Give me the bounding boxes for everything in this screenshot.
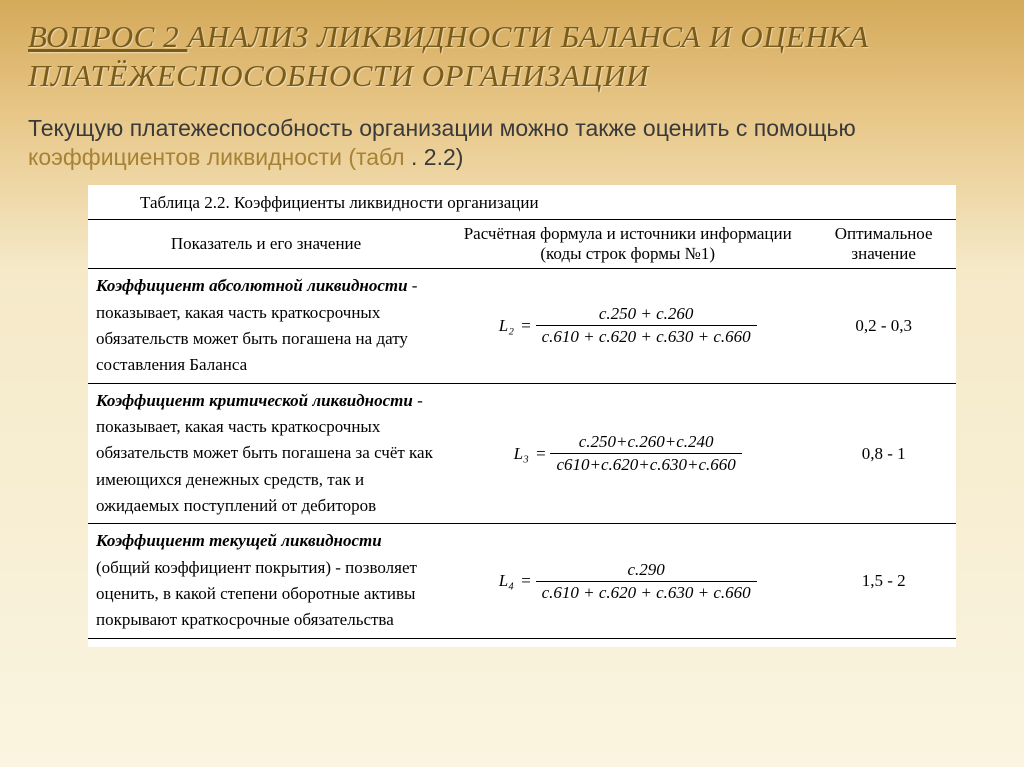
formula-symbol: L₂ (499, 316, 514, 336)
intro-tail: . 2.2) (411, 144, 463, 170)
optimal-cell: 1,5 - 2 (811, 524, 956, 638)
table-row: Коэффициент абсолютной ликвидности - пок… (88, 269, 956, 383)
fraction: с.250+с.260+с.240с610+с.620+с.630+с.660 (550, 432, 741, 475)
fraction-numerator: с.290 (536, 560, 757, 582)
slide-title: ВОПРОС 2 АНАЛИЗ ЛИКВИДНОСТИ БАЛАНСА И ОЦ… (28, 18, 996, 96)
table-header-row: Показатель и его значение Расчётная форм… (88, 220, 956, 269)
formula-symbol: L₄ (499, 571, 514, 591)
fraction: с.250 + с.260с.610 + с.620 + с.630 + с.6… (536, 304, 757, 347)
table-row: Коэффициент критической ликвидности - по… (88, 383, 956, 524)
indicator-desc: (общий коэффициент покрытия) - позволяет… (96, 558, 417, 630)
indicator-name: Коэффициент текущей ликвидности (96, 531, 382, 550)
formula-cell: L₃ =с.250+с.260+с.240с610+с.620+с.630+с.6… (444, 383, 811, 524)
table-row: Коэффициент текущей ликвидности (общий к… (88, 524, 956, 638)
indicator-name: Коэффициент критической ликвидности (96, 391, 417, 410)
table-caption: Таблица 2.2. Коэффициенты ликвидности ор… (88, 189, 956, 219)
optimal-cell: 0,8 - 1 (811, 383, 956, 524)
intro-plain: Текущую платежеспособность организации м… (28, 115, 856, 141)
optimal-cell: 0,2 - 0,3 (811, 269, 956, 383)
indicator-cell: Коэффициент абсолютной ликвидности - пок… (88, 269, 444, 383)
intro-highlight: коэффициентов ликвидности (табл (28, 144, 411, 170)
formula-cell: L₄ =с.290с.610 + с.620 + с.630 + с.660 (444, 524, 811, 638)
title-prefix: ВОПРОС 2 (28, 19, 187, 54)
equals-sign: = (520, 571, 531, 591)
fraction-numerator: с.250+с.260+с.240 (550, 432, 741, 454)
indicator-cell: Коэффициент критической ликвидности - по… (88, 383, 444, 524)
formula-symbol: L₃ (514, 444, 529, 464)
formula-cell: L₂ =с.250 + с.260с.610 + с.620 + с.630 + … (444, 269, 811, 383)
fraction-denominator: с.610 + с.620 + с.630 + с.660 (536, 326, 757, 347)
equals-sign: = (520, 316, 531, 336)
fraction: с.290с.610 + с.620 + с.630 + с.660 (536, 560, 757, 603)
intro-text: Текущую платежеспособность организации м… (28, 114, 996, 174)
fraction-denominator: с610+с.620+с.630+с.660 (550, 454, 741, 475)
indicator-cell: Коэффициент текущей ликвидности (общий к… (88, 524, 444, 638)
fraction-numerator: с.250 + с.260 (536, 304, 757, 326)
col-header-indicator: Показатель и его значение (88, 220, 444, 269)
indicator-name: Коэффициент абсолютной ликвидности (96, 276, 408, 295)
fraction-denominator: с.610 + с.620 + с.630 + с.660 (536, 582, 757, 603)
col-header-optimal: Оптимальное значение (811, 220, 956, 269)
table-container: Таблица 2.2. Коэффициенты ликвидности ор… (88, 185, 956, 646)
col-header-formula: Расчётная формула и источники информации… (444, 220, 811, 269)
liquidity-table: Показатель и его значение Расчётная форм… (88, 219, 956, 638)
equals-sign: = (535, 444, 546, 464)
